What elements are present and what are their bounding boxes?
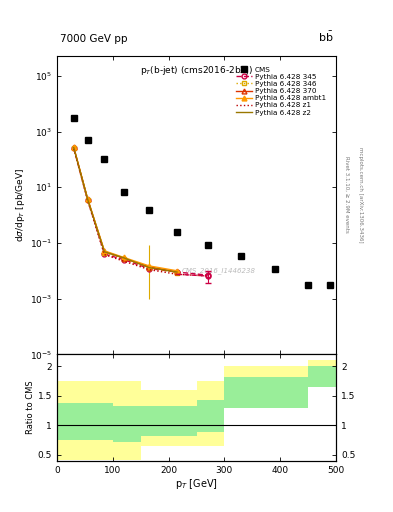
Text: b$\mathdefault{\bar{b}}$: b$\mathdefault{\bar{b}}$ — [318, 30, 333, 45]
Line: CMS: CMS — [71, 115, 334, 288]
CMS — [205, 242, 210, 248]
Pythia 6.428 345 — [72, 145, 76, 152]
Pythia 6.428 z1 — [147, 267, 151, 273]
Y-axis label: d$\sigma$/dp$_T$ [pb/GeV]: d$\sigma$/dp$_T$ [pb/GeV] — [14, 168, 27, 243]
CMS — [239, 252, 244, 259]
Pythia 6.428 z1 — [72, 146, 76, 152]
Pythia 6.428 345 — [102, 251, 107, 257]
CMS — [102, 156, 107, 162]
Text: CMS_2016_I1446238: CMS_2016_I1446238 — [182, 268, 256, 274]
X-axis label: p$_T$ [GeV]: p$_T$ [GeV] — [175, 477, 218, 492]
CMS — [328, 282, 333, 288]
Pythia 6.428 345 — [85, 197, 90, 203]
Pythia 6.428 345 — [121, 257, 126, 263]
Pythia 6.428 z2 — [121, 255, 126, 261]
Pythia 6.428 ambt1 — [85, 196, 90, 202]
Text: mcplots.cern.ch [arXiv:1306.3436]: mcplots.cern.ch [arXiv:1306.3436] — [358, 147, 363, 242]
Pythia 6.428 ambt1 — [174, 268, 179, 274]
Y-axis label: Ratio to CMS: Ratio to CMS — [26, 381, 35, 434]
Pythia 6.428 z2 — [85, 196, 90, 202]
Pythia 6.428 370 — [85, 196, 90, 202]
Text: Rivet 3.1.10, ≥ 2.9M events: Rivet 3.1.10, ≥ 2.9M events — [344, 156, 349, 233]
Pythia 6.428 345 — [174, 269, 179, 275]
Pythia 6.428 370 — [147, 264, 151, 270]
Pythia 6.428 ambt1 — [72, 144, 76, 150]
Pythia 6.428 ambt1 — [121, 254, 126, 261]
Line: Pythia 6.428 z2: Pythia 6.428 z2 — [74, 147, 177, 272]
Text: 7000 GeV pp: 7000 GeV pp — [60, 34, 127, 45]
Pythia 6.428 ambt1 — [102, 248, 107, 254]
Line: Pythia 6.428 345: Pythia 6.428 345 — [71, 146, 210, 278]
Legend: CMS, Pythia 6.428 345, Pythia 6.428 346, Pythia 6.428 370, Pythia 6.428 ambt1, P: CMS, Pythia 6.428 345, Pythia 6.428 346,… — [235, 66, 327, 116]
Pythia 6.428 346 — [85, 197, 90, 203]
Pythia 6.428 z2 — [102, 249, 107, 255]
Pythia 6.428 370 — [72, 144, 76, 151]
CMS — [85, 137, 90, 143]
Pythia 6.428 346 — [147, 265, 151, 271]
Pythia 6.428 346 — [174, 270, 179, 276]
Line: Pythia 6.428 z1: Pythia 6.428 z1 — [74, 149, 208, 276]
CMS — [72, 115, 76, 121]
CMS — [121, 188, 126, 195]
Pythia 6.428 346 — [121, 255, 126, 262]
CMS — [147, 207, 151, 213]
Line: Pythia 6.428 370: Pythia 6.428 370 — [71, 145, 179, 274]
Pythia 6.428 370 — [121, 255, 126, 262]
Pythia 6.428 346 — [72, 145, 76, 151]
Pythia 6.428 346 — [102, 249, 107, 255]
Pythia 6.428 z1 — [85, 198, 90, 204]
Pythia 6.428 370 — [174, 269, 179, 275]
CMS — [174, 229, 179, 235]
Pythia 6.428 345 — [205, 272, 210, 278]
Pythia 6.428 z2 — [174, 269, 179, 275]
Pythia 6.428 345 — [147, 266, 151, 272]
Pythia 6.428 z1 — [121, 258, 126, 264]
Pythia 6.428 z2 — [72, 144, 76, 151]
CMS — [306, 282, 310, 288]
Pythia 6.428 z1 — [174, 271, 179, 278]
Line: Pythia 6.428 ambt1: Pythia 6.428 ambt1 — [71, 145, 179, 273]
Line: Pythia 6.428 346: Pythia 6.428 346 — [71, 145, 179, 275]
Pythia 6.428 z1 — [102, 251, 107, 258]
Text: p$_T$(b-jet) (cms2016-2b2j): p$_T$(b-jet) (cms2016-2b2j) — [140, 64, 253, 77]
Pythia 6.428 ambt1 — [147, 263, 151, 269]
CMS — [272, 266, 277, 272]
Pythia 6.428 z2 — [147, 265, 151, 271]
Pythia 6.428 370 — [102, 248, 107, 254]
Pythia 6.428 z1 — [205, 273, 210, 279]
